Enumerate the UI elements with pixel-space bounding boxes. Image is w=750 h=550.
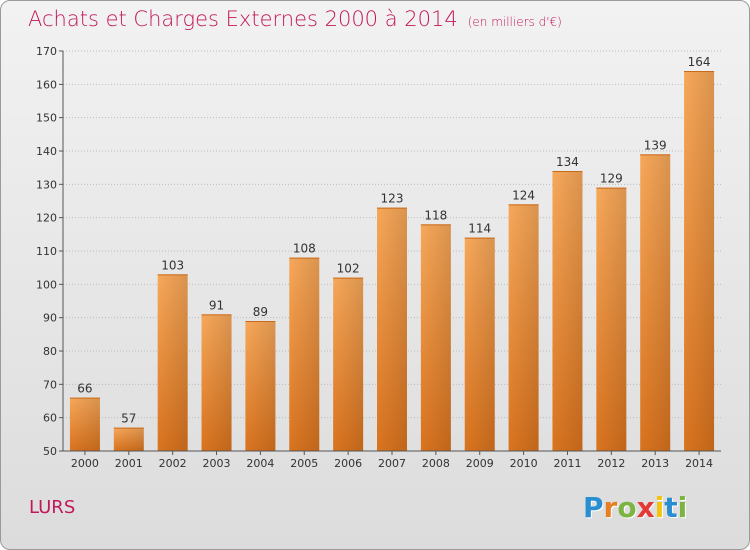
value-label: 102	[337, 262, 360, 276]
value-label: 134	[556, 155, 579, 169]
bar-shade	[333, 277, 364, 451]
x-tick-label: 2012	[597, 457, 625, 470]
y-tick-label: 130	[36, 178, 57, 191]
value-label: 139	[644, 138, 667, 152]
bar-shade	[464, 237, 495, 451]
value-label: 129	[600, 172, 623, 186]
y-tick-label: 70	[43, 378, 57, 391]
x-tick-label: 2006	[334, 457, 362, 470]
bar-shade	[508, 204, 539, 451]
y-tick-label: 150	[36, 112, 57, 125]
y-tick-label: 60	[43, 412, 57, 425]
bar-shade	[684, 71, 715, 451]
x-tick-label: 2000	[71, 457, 99, 470]
x-tick-label: 2008	[422, 457, 450, 470]
bar-shade	[201, 314, 232, 451]
bar-layer	[69, 71, 715, 452]
axis-layer: 50 60 70 80 90 100 110 120 130 140 150 160 170	[36, 45, 721, 458]
logo-letter: o	[617, 491, 637, 524]
y-tick-label: 80	[43, 345, 57, 358]
x-tick-label: 2009	[466, 457, 494, 470]
logo-letter: t	[664, 491, 678, 524]
value-label: 103	[161, 258, 184, 272]
x-tick-label: 2010	[510, 457, 538, 470]
title-main: Achats et Charges Externes 2000 à 2014	[28, 7, 458, 31]
logo-letter: r	[603, 491, 618, 524]
value-label: 66	[77, 382, 92, 396]
bar-shade	[420, 224, 451, 451]
bar-shade	[69, 397, 100, 451]
logo-letter: i	[677, 491, 688, 524]
city-name: LURS	[29, 497, 76, 518]
y-tick-label: 90	[43, 312, 57, 325]
value-label: 118	[424, 208, 447, 222]
value-label: 89	[253, 305, 268, 319]
x-tick-label: 2002	[159, 457, 187, 470]
y-tick-label: 140	[36, 145, 57, 158]
value-label: 114	[468, 222, 491, 236]
title-unit: (en milliers d'€)	[467, 15, 562, 29]
x-tick-label: 2011	[553, 457, 581, 470]
bar-shade	[289, 257, 320, 451]
bar-shade	[113, 427, 144, 451]
proxiti-logo: Proxiti	[583, 491, 687, 524]
x-tick-label: 2001	[115, 457, 143, 470]
value-label: 57	[121, 412, 136, 426]
value-label: 108	[293, 242, 316, 256]
value-label: 164	[688, 55, 711, 69]
x-tick-label: 2013	[641, 457, 669, 470]
value-label: 123	[381, 192, 404, 206]
y-tick-label: 50	[43, 445, 57, 458]
bar-shade	[245, 321, 276, 451]
value-label: 124	[512, 188, 535, 202]
logo-letter: P	[583, 491, 604, 524]
y-tick-label: 160	[36, 78, 57, 91]
bar-shade	[596, 187, 627, 451]
y-tick-label: 100	[36, 278, 57, 291]
value-label: 91	[209, 298, 224, 312]
bar-shade	[640, 154, 671, 452]
bar-shade	[377, 207, 407, 451]
x-tick-label: 2007	[378, 457, 406, 470]
label-layer: 2000 66 2001 57 2002 103 2003 91 2004 89 2005 108 20…	[71, 55, 713, 470]
x-tick-label: 2003	[203, 457, 231, 470]
logo-letter: x	[636, 491, 655, 524]
chart-title: Achats et Charges Externes 2000 à 2014 (e…	[28, 7, 562, 31]
x-tick-label: 2005	[290, 457, 318, 470]
bar-shade	[552, 171, 583, 451]
logo-letter: i	[654, 491, 665, 524]
bar-shade	[157, 274, 188, 451]
x-tick-label: 2014	[685, 457, 713, 470]
y-tick-label: 120	[36, 212, 57, 225]
y-tick-label: 110	[36, 245, 57, 258]
x-tick-label: 2004	[246, 457, 274, 470]
y-tick-label: 170	[36, 45, 57, 58]
